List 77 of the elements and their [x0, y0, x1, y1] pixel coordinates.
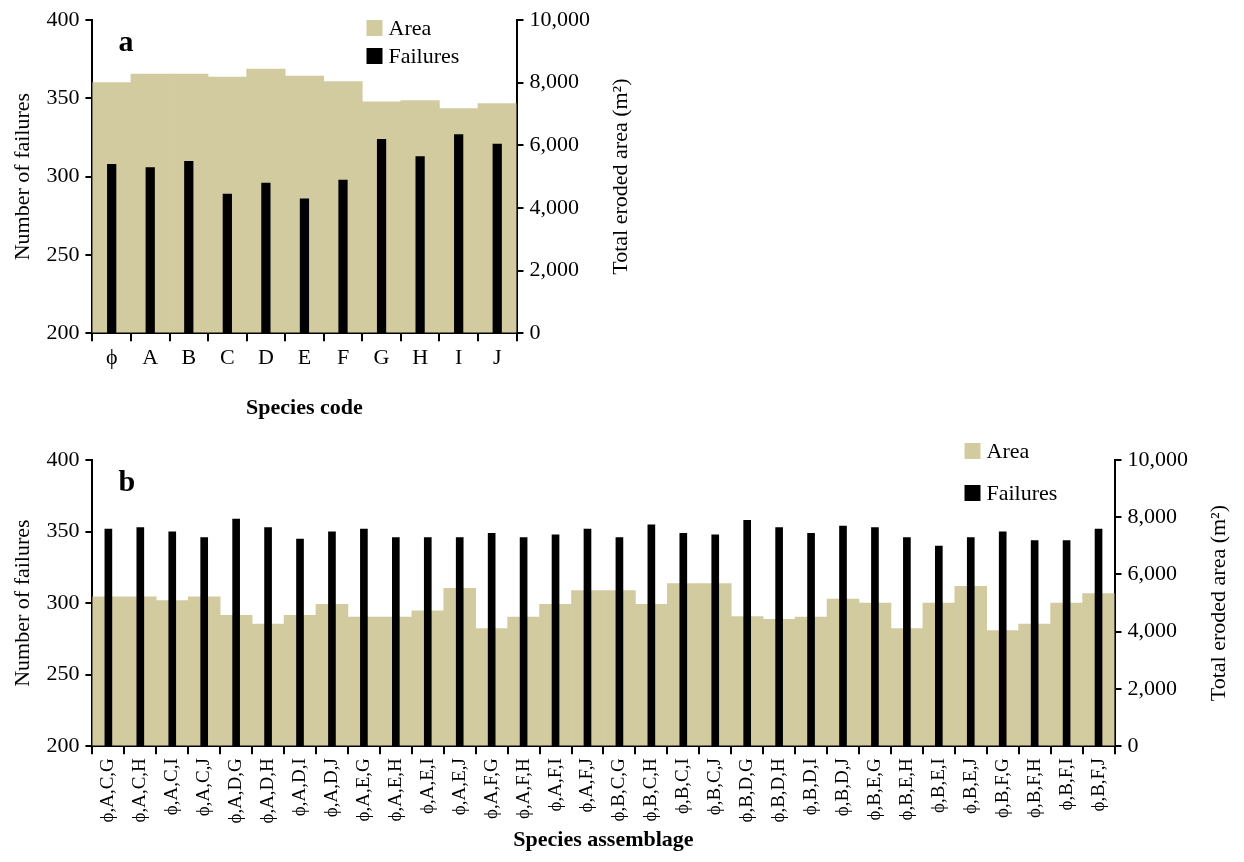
y2-tick-label: 6,000: [1127, 560, 1177, 586]
x-tick-label: ϕ,B,D,H: [767, 757, 789, 823]
x-tick-label: ϕ,B,F,H: [1022, 757, 1044, 818]
x-tick-label: ϕ,A,F,G: [479, 757, 501, 819]
x-tick-label: ϕ,A,E,J: [447, 758, 469, 816]
x-axis-title: Species code: [246, 394, 364, 420]
x-tick-label: ϕ,B,C,I: [671, 758, 693, 815]
x-tick-label: ϕ,A,C,H: [128, 757, 150, 823]
x-tick-label: ϕ,A,D,G: [224, 757, 246, 824]
x-axis-title: Species assemblage: [513, 826, 694, 852]
y2-tick-label: 0: [529, 318, 541, 344]
x-tick-label: C: [220, 344, 235, 370]
y-axis-title: Number of failures: [8, 519, 34, 687]
legend-label: Failures: [388, 42, 460, 68]
x-tick-label: ϕ,A,E,G: [351, 757, 373, 822]
y2-tick-label: 10,000: [1127, 445, 1188, 471]
y2-tick-label: 6,000: [529, 131, 579, 157]
x-tick-label: ϕ,B,C,H: [639, 757, 661, 822]
x-tick-label: ϕ,B,E,I: [926, 758, 948, 814]
x-tick-label: ϕ,B,F,G: [990, 757, 1012, 818]
x-tick-label: ϕ,B,D,I: [799, 758, 821, 816]
y2-tick-label: 8,000: [1127, 503, 1177, 529]
x-tick-label: ϕ,A,C,I: [160, 758, 182, 816]
y-tick-label: 350: [46, 517, 80, 543]
x-tick-label: ϕ,A,D,J: [319, 758, 341, 818]
y-tick-label: 400: [46, 445, 80, 471]
x-tick-label: ϕ,A,C,G: [96, 757, 118, 823]
x-tick-label: ϕ,B,D,J: [830, 758, 852, 817]
x-tick-label: D: [257, 344, 274, 370]
y2-tick-label: 2,000: [529, 256, 579, 282]
x-tick-label: ϕ,B,C,G: [607, 757, 629, 822]
y2-tick-label: 0: [1127, 731, 1139, 757]
x-tick-label: ϕ,A,C,J: [192, 758, 214, 817]
y-tick-label: 400: [46, 5, 80, 31]
x-tick-label: ϕ: [105, 344, 118, 370]
y-tick-label: 250: [46, 660, 80, 686]
legend-label: Area: [388, 14, 432, 40]
y-tick-label: 250: [46, 240, 80, 266]
x-tick-label: J: [492, 344, 502, 370]
y-tick-label: 200: [46, 731, 80, 757]
x-tick-label: ϕ,A,F,H: [511, 757, 533, 819]
x-tick-label: F: [336, 344, 350, 370]
y2-axis-title: Total eroded area (m²): [1204, 504, 1230, 702]
y2-tick-label: 4,000: [1127, 617, 1177, 643]
y2-tick-label: 10,000: [529, 5, 590, 31]
y2-tick-label: 2,000: [1127, 674, 1177, 700]
y2-axis-title: Total eroded area (m²): [606, 78, 632, 275]
x-tick-label: A: [142, 344, 159, 370]
y-axis-title: Number of failures: [8, 92, 34, 261]
x-tick-label: G: [373, 344, 390, 370]
y-tick-label: 300: [46, 588, 80, 614]
x-tick-label: E: [297, 344, 312, 370]
x-tick-label: ϕ,A,F,J: [575, 758, 597, 813]
x-tick-label: ϕ,A,E,H: [383, 757, 405, 822]
x-tick-label: ϕ,B,F,I: [1054, 758, 1076, 811]
y2-tick-label: 8,000: [529, 68, 579, 94]
x-tick-label: ϕ,A,E,I: [415, 758, 437, 815]
x-tick-label: ϕ,A,F,I: [543, 758, 565, 812]
x-tick-label: ϕ,B,E,J: [958, 758, 980, 815]
y2-tick-label: 4,000: [529, 193, 579, 219]
y-tick-label: 350: [46, 84, 80, 110]
x-tick-label: I: [455, 344, 463, 370]
legend-label: Area: [986, 437, 1030, 463]
annotation: a: [118, 23, 134, 57]
x-tick-label: ϕ,A,D,H: [256, 757, 278, 824]
annotation: b: [118, 463, 136, 497]
x-tick-label: ϕ,B,E,H: [894, 757, 916, 821]
x-tick-label: ϕ,A,D,I: [288, 758, 309, 817]
x-tick-label: ϕ,B,D,G: [735, 757, 757, 823]
x-tick-label: ϕ,B,C,J: [703, 758, 725, 816]
y-tick-label: 300: [46, 162, 80, 188]
x-tick-label: ϕ,B,E,G: [862, 757, 884, 821]
legend-label: Failures: [986, 479, 1058, 505]
x-tick-label: H: [412, 344, 429, 370]
x-tick-label: ϕ,B,F,J: [1086, 758, 1108, 812]
x-tick-label: B: [181, 344, 197, 370]
y-tick-label: 200: [46, 318, 80, 344]
